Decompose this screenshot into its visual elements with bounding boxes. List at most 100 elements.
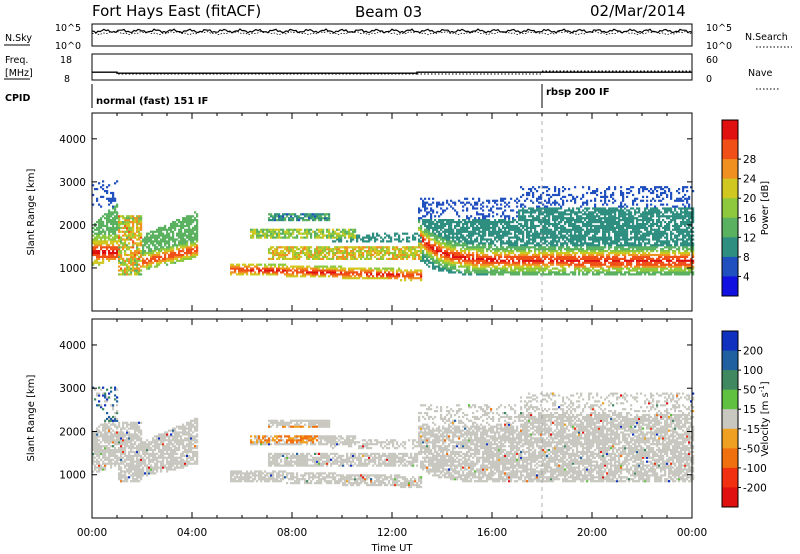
- range-time-cell: [338, 252, 341, 255]
- range-time-cell: [168, 246, 171, 249]
- range-time-cell: [438, 221, 441, 224]
- range-time-cell: [464, 255, 467, 258]
- range-time-cell: [480, 257, 483, 260]
- range-time-cell: [124, 240, 127, 243]
- range-time-cell: [256, 230, 259, 233]
- range-time-cell: [538, 244, 541, 247]
- range-time-cell: [196, 213, 199, 216]
- range-time-cell: [278, 253, 281, 257]
- range-time-cell: [492, 257, 495, 260]
- range-time-cell: [594, 205, 597, 208]
- range-time-cell: [128, 242, 131, 245]
- range-time-cell: [602, 207, 605, 210]
- range-time-cell: [480, 221, 483, 224]
- range-time-cell: [268, 252, 271, 255]
- range-time-cell: [106, 242, 109, 245]
- range-time-cell: [112, 211, 115, 214]
- range-time-cell: [370, 252, 373, 255]
- range-time-cell: [116, 248, 119, 251]
- range-time-cell: [300, 228, 303, 231]
- range-time-cell: [504, 267, 507, 270]
- range-time-cell: [580, 232, 583, 235]
- range-time-cell: [484, 246, 487, 249]
- range-time-cell: [596, 213, 599, 216]
- range-time-cell: [356, 240, 359, 243]
- range-time-cell: [500, 228, 503, 231]
- range-time-cell: [492, 240, 495, 243]
- range-time-cell: [466, 267, 469, 270]
- range-time-cell: [482, 224, 485, 228]
- range-time-cell: [132, 257, 135, 260]
- range-time-cell: [540, 261, 543, 264]
- range-time-cell: [476, 228, 479, 231]
- range-time-cell: [126, 236, 129, 239]
- range-time-cell: [522, 250, 525, 253]
- range-time-cell: [584, 242, 587, 245]
- range-time-cell: [126, 228, 129, 231]
- range-time-cell: [488, 226, 491, 229]
- range-time-cell: [466, 197, 469, 200]
- range-time-cell: [342, 246, 345, 249]
- range-time-cell: [520, 246, 523, 249]
- range-time-cell: [494, 250, 497, 253]
- range-time-cell: [502, 259, 505, 262]
- range-time-cell: [568, 253, 571, 257]
- range-time-cell: [522, 213, 525, 216]
- range-time-cell: [542, 259, 545, 262]
- range-time-cell: [444, 255, 447, 258]
- range-time-cell: [322, 257, 325, 260]
- range-time-cell: [434, 259, 437, 262]
- range-time-cell: [444, 261, 447, 264]
- range-time-cell: [414, 253, 417, 257]
- range-time-cell: [140, 215, 143, 218]
- range-time-cell: [566, 252, 569, 255]
- range-time-cell: [568, 213, 571, 216]
- range-time-cell: [448, 271, 451, 274]
- range-time-cell: [450, 240, 453, 243]
- range-time-cell: [452, 219, 455, 222]
- range-time-cell: [102, 257, 105, 260]
- range-time-cell: [526, 255, 529, 258]
- range-time-cell: [320, 219, 323, 222]
- station-title: Fort Hays East (fitACF): [92, 2, 261, 20]
- range-time-cell: [562, 211, 565, 214]
- range-time-cell: [622, 273, 625, 276]
- range-time-cell: [608, 246, 611, 249]
- range-time-cell: [538, 242, 541, 245]
- range-time-cell: [508, 240, 511, 243]
- range-time-cell: [518, 263, 521, 266]
- range-time-cell: [104, 190, 107, 193]
- range-time-cell: [472, 242, 475, 245]
- range-time-cell: [616, 265, 619, 268]
- range-time-cell: [482, 246, 485, 249]
- range-time-cell: [532, 211, 535, 214]
- range-time-cell: [106, 222, 109, 226]
- range-time-cell: [124, 219, 127, 222]
- range-time-cell: [420, 228, 423, 231]
- range-time-cell: [322, 269, 325, 272]
- range-time-cell: [496, 261, 499, 264]
- range-time-cell: [170, 253, 173, 257]
- range-time-cell: [532, 267, 535, 270]
- range-time-cell: [608, 232, 611, 235]
- range-time-cell: [580, 219, 583, 222]
- range-time-cell: [380, 269, 383, 272]
- range-time-cell: [144, 253, 147, 257]
- range-time-cell: [276, 234, 279, 237]
- range-time-cell: [476, 201, 479, 204]
- range-time-cell: [582, 234, 585, 237]
- range-time-cell: [346, 277, 349, 280]
- range-time-cell: [316, 236, 319, 239]
- range-time-cell: [488, 257, 491, 260]
- range-time-cell: [610, 252, 613, 255]
- range-time-cell: [348, 246, 351, 249]
- range-time-cell: [386, 248, 389, 251]
- range-time-cell: [576, 224, 579, 228]
- range-time-cell: [282, 257, 285, 260]
- range-time-cell: [474, 271, 477, 274]
- range-time-cell: [180, 222, 183, 226]
- range-time-cell: [96, 259, 99, 262]
- range-time-cell: [518, 238, 521, 241]
- range-time-cell: [530, 267, 533, 270]
- range-time-cell: [280, 267, 283, 270]
